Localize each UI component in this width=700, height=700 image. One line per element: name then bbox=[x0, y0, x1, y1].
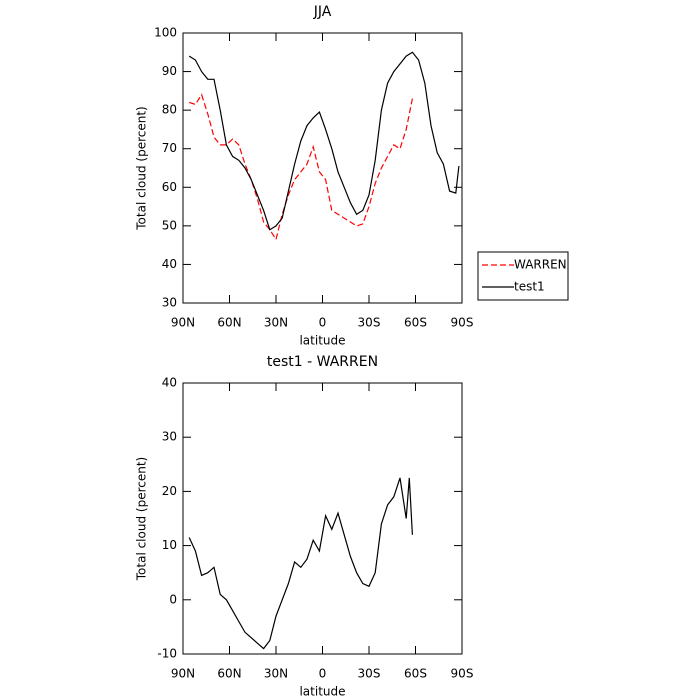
y-tick-label: 10 bbox=[162, 538, 177, 552]
x-tick-label: 30S bbox=[358, 667, 381, 681]
x-tick-label: 30N bbox=[264, 667, 288, 681]
x-tick-label: 90N bbox=[171, 316, 195, 330]
y-tick-label: 60 bbox=[162, 180, 177, 194]
y-axis-label: Total cloud (percent) bbox=[135, 457, 149, 581]
y-tick-label: 80 bbox=[162, 103, 177, 117]
legend-box bbox=[477, 251, 569, 301]
y-tick-label: 0 bbox=[169, 592, 177, 606]
y-tick-label: 30 bbox=[162, 430, 177, 444]
y-tick-label: -10 bbox=[157, 647, 177, 661]
x-tick-label: 30N bbox=[264, 316, 288, 330]
x-tick-label: 60S bbox=[404, 667, 427, 681]
plot-frame bbox=[182, 32, 463, 304]
data-line bbox=[188, 477, 413, 650]
data-line bbox=[189, 93, 413, 241]
chart-title: test1 - WARREN bbox=[267, 354, 378, 370]
legend-label: WARREN bbox=[514, 258, 567, 272]
x-tick-label: 60S bbox=[404, 316, 427, 330]
x-axis-label: latitude bbox=[299, 685, 345, 699]
data-line bbox=[188, 51, 460, 231]
y-tick-label: 30 bbox=[162, 296, 177, 310]
x-tick-label: 30S bbox=[358, 316, 381, 330]
y-tick-label: 50 bbox=[162, 218, 177, 232]
y-axis-label: Total cloud (percent) bbox=[135, 106, 149, 230]
y-tick-label: 100 bbox=[154, 26, 177, 40]
x-tick-label: 60N bbox=[217, 316, 241, 330]
y-tick-label: 90 bbox=[162, 64, 177, 78]
chart-title: JJA bbox=[313, 4, 332, 20]
x-axis-label: latitude bbox=[299, 334, 345, 348]
legend-label: test1 bbox=[514, 280, 545, 294]
y-tick-label: 70 bbox=[162, 141, 177, 155]
x-tick-label: 0 bbox=[319, 316, 327, 330]
x-tick-label: 90N bbox=[171, 667, 195, 681]
x-tick-label: 60N bbox=[217, 667, 241, 681]
y-tick-label: 40 bbox=[162, 257, 177, 271]
y-tick-label: 40 bbox=[162, 376, 177, 390]
x-tick-label: 90S bbox=[451, 316, 474, 330]
x-tick-label: 0 bbox=[319, 667, 327, 681]
plot-frame bbox=[182, 382, 463, 655]
x-tick-label: 90S bbox=[451, 667, 474, 681]
y-tick-label: 20 bbox=[162, 484, 177, 498]
